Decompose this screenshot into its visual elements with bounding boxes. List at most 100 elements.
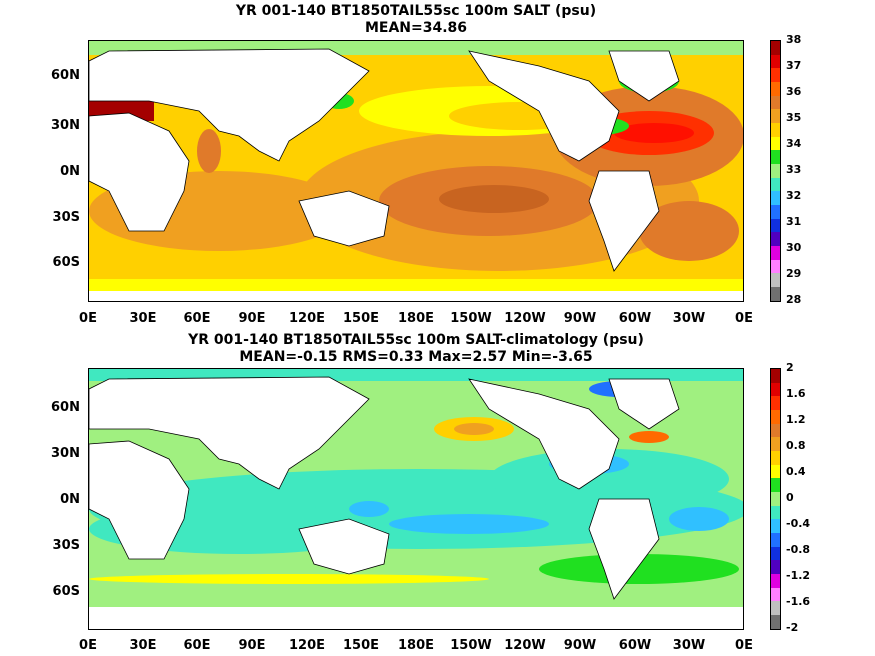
panel2-lon-label: 120W (504, 638, 546, 653)
colorbar-swatch (771, 82, 780, 96)
panel2-lon-label: 150W (450, 638, 492, 653)
panel2-lon-label: 30E (129, 638, 157, 653)
colorbar-swatch (771, 150, 780, 165)
panel2-lat-label: 0N (60, 492, 80, 507)
colorbar-tick-label: 37 (786, 59, 802, 72)
colorbar-tick-label: -2 (786, 621, 799, 634)
panel1-lon-label: 120E (288, 311, 326, 326)
colorbar-swatch (771, 410, 780, 424)
colorbar-tick-label: 35 (786, 111, 802, 124)
panel1-lat-label: 60S (52, 255, 80, 270)
colorbar-tick-label: 1.6 (786, 387, 806, 400)
panel1-lon-label: 60W (618, 311, 652, 326)
colorbar-swatch (771, 287, 780, 301)
panel2-lon-label: 30W (672, 638, 706, 653)
panel2-map (88, 368, 744, 630)
panel2-lon-label: 0E (735, 638, 753, 653)
panel1-lon-label: 0E (735, 311, 753, 326)
colorbar-swatch (771, 464, 780, 479)
colorbar-tick-label: 0.8 (786, 439, 806, 452)
panel1-lon-label: 150E (342, 311, 380, 326)
colorbar-swatch (771, 259, 780, 274)
colorbar-swatch (771, 574, 780, 588)
colorbar-swatch (771, 68, 780, 83)
panel1-lon-label: 60E (183, 311, 211, 326)
panel2-lon-label: 150E (342, 638, 380, 653)
colorbar-tick-label: 29 (786, 267, 802, 280)
colorbar-tick-label: 34 (786, 137, 802, 150)
panel2-lat-label: 30S (52, 538, 80, 553)
panel1-title: YR 001-140 BT1850TAIL55sc 100m SALT (psu… (235, 3, 597, 19)
colorbar-swatch (771, 587, 780, 602)
panel1-lon-label: 90E (238, 311, 266, 326)
panel1-lon-label: 180E (397, 311, 435, 326)
colorbar-swatch (771, 191, 780, 206)
colorbar-swatch (771, 601, 780, 616)
colorbar-tick-label: 38 (786, 33, 802, 46)
panel2-lon-label: 60E (183, 638, 211, 653)
colorbar-swatch (771, 273, 780, 288)
panel1-lat-label: 0N (60, 164, 80, 179)
panel1-lat-label: 30N (51, 118, 80, 133)
panel1-lat-label: 30S (52, 210, 80, 225)
colorbar-tick-label: 32 (786, 189, 802, 202)
colorbar-tick-label: 30 (786, 241, 802, 254)
panel1-lon-label: 0E (79, 311, 97, 326)
colorbar-swatch (771, 505, 780, 520)
colorbar-tick-label: 36 (786, 85, 802, 98)
colorbar-swatch (771, 382, 780, 397)
panel2-title: YR 001-140 BT1850TAIL55sc 100m SALT-clim… (188, 332, 644, 348)
colorbar-tick-label: 1.2 (786, 413, 806, 426)
panel2-lon-label: 180E (397, 638, 435, 653)
panel1-lat-label: 60N (51, 68, 80, 83)
panel1-lon-label: 30W (672, 311, 706, 326)
colorbar-swatch (771, 519, 780, 534)
panel2-lon-label: 90W (563, 638, 597, 653)
colorbar-tick-label: -0.8 (786, 543, 811, 556)
panel2-lon-label: 120E (288, 638, 326, 653)
colorbar-swatch (771, 478, 780, 493)
colorbar-tick-label: 33 (786, 163, 802, 176)
panel1-lon-label: 150W (450, 311, 492, 326)
colorbar-swatch (771, 54, 780, 69)
colorbar-swatch (771, 437, 780, 452)
colorbar-tick-label: -0.4 (786, 517, 811, 530)
colorbar-tick-label: 0 (786, 491, 794, 504)
colorbar-swatch (771, 369, 780, 383)
colorbar-tick-label: 28 (786, 293, 802, 306)
colorbar-swatch (771, 560, 780, 575)
colorbar-swatch (771, 546, 780, 561)
panel1-colorbar (770, 40, 781, 302)
colorbar-swatch (771, 246, 780, 260)
colorbar-swatch (771, 95, 780, 110)
panel2-lon-label: 60W (618, 638, 652, 653)
colorbar-swatch (771, 533, 780, 547)
panel1-lon-label: 120W (504, 311, 546, 326)
panel2-subtitle: MEAN=-0.15 RMS=0.33 Max=2.57 Min=-3.65 (239, 349, 593, 365)
colorbar-swatch (771, 205, 780, 219)
colorbar-swatch (771, 232, 780, 247)
colorbar-tick-label: -1.6 (786, 595, 811, 608)
panel1-map (88, 40, 744, 302)
colorbar-swatch (771, 164, 780, 178)
colorbar-swatch (771, 451, 780, 465)
panel1-subtitle: MEAN=34.86 (364, 20, 468, 36)
panel2-lat-label: 30N (51, 446, 80, 461)
panel2-lon-label: 90E (238, 638, 266, 653)
colorbar-tick-label: 0.4 (786, 465, 806, 478)
panel2-colorbar (770, 368, 781, 630)
colorbar-swatch (771, 109, 780, 124)
colorbar-swatch (771, 423, 780, 438)
colorbar-tick-label: 31 (786, 215, 802, 228)
colorbar-swatch (771, 123, 780, 137)
colorbar-swatch (771, 396, 780, 411)
colorbar-swatch (771, 218, 780, 233)
panel1-lon-label: 90W (563, 311, 597, 326)
panel1-lon-label: 30E (129, 311, 157, 326)
panel2-lat-label: 60N (51, 400, 80, 415)
colorbar-tick-label: -1.2 (786, 569, 811, 582)
panel2-lat-label: 60S (52, 584, 80, 599)
colorbar-tick-label: 2 (786, 361, 794, 374)
colorbar-swatch (771, 41, 780, 55)
colorbar-swatch (771, 615, 780, 629)
